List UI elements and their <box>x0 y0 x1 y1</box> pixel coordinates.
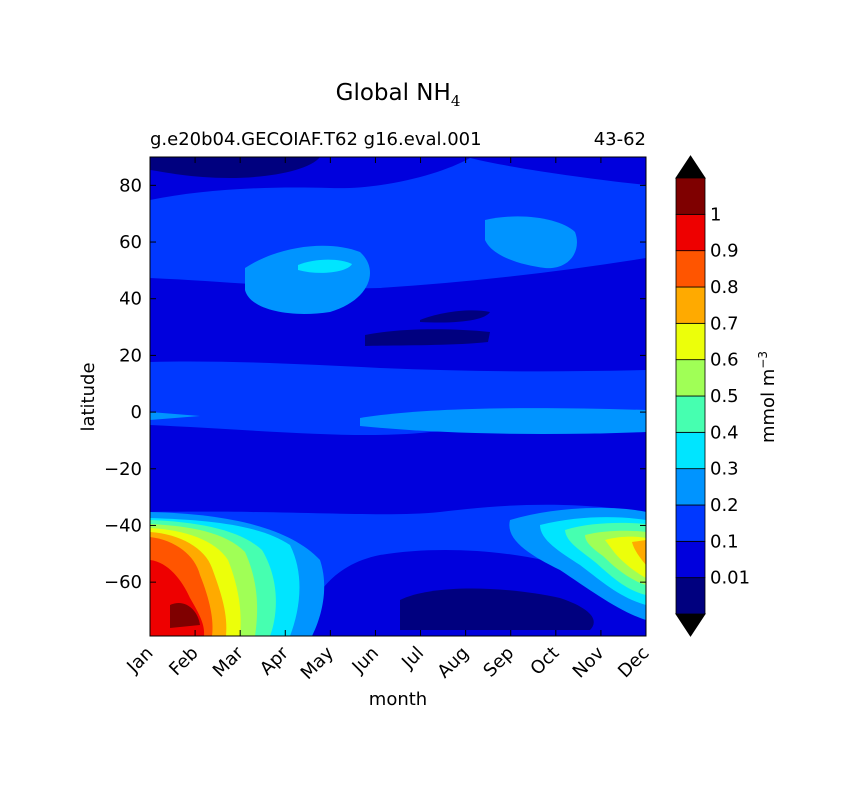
colorbar-swatch <box>675 468 706 506</box>
y-tick-label: 0 <box>131 402 142 423</box>
y-tick-label: −20 <box>104 459 142 480</box>
x-tick-label: Dec <box>614 643 653 682</box>
colorbar-swatch <box>675 177 706 215</box>
colorbar-extend-min <box>675 613 706 637</box>
y-tick-label: 80 <box>119 175 142 196</box>
contour-band-0.01-north <box>150 157 320 178</box>
x-axis-label: month <box>369 689 427 710</box>
chart-title-subscript: 4 <box>451 92 461 110</box>
y-tick-label: 60 <box>119 232 142 253</box>
colorbar-swatch <box>675 577 706 615</box>
contour-band-0.2-equator-east <box>360 408 646 434</box>
colorbar-tick-label: 0.8 <box>710 277 739 298</box>
contour-band-0.2-equator <box>150 412 200 420</box>
colorbar-swatch <box>675 395 706 433</box>
x-tick-label: Jul <box>397 643 428 674</box>
contour-band-0.3-patch <box>298 259 352 273</box>
contour-band-0.01-mid-east <box>420 310 490 323</box>
plot-frame <box>149 156 647 637</box>
colorbar-swatch <box>675 504 706 542</box>
colorbar-swatch <box>675 213 706 252</box>
colorbar-tick-label: 0.01 <box>710 568 750 589</box>
chart-title: Global NH4 <box>336 80 461 110</box>
colorbar-tick-label: 0.3 <box>710 459 739 480</box>
plot-area: 80 60 40 20 0 −20 −40 −60 Jan Feb Mar Apr May Jun Jul… <box>104 156 654 684</box>
colorbar-swatch <box>675 250 706 288</box>
colorbar-swatch <box>675 286 706 324</box>
x-tick-label: Jun <box>348 643 383 678</box>
colorbar-swatch <box>675 431 706 470</box>
colorbar-tick-label: 0.6 <box>710 350 739 371</box>
colorbar-tick-label: 0.2 <box>710 495 739 516</box>
contour-band-0.01-mid <box>365 329 490 346</box>
colorbar-tick-label: 0.1 <box>710 531 739 552</box>
y-axis-label: latitude <box>78 362 99 431</box>
chart-title-base: Global NH <box>336 80 451 106</box>
colorbar-tick-label: 0.5 <box>710 386 739 407</box>
colorbar-swatch <box>675 359 706 397</box>
y-tick-label: 40 <box>119 289 142 310</box>
x-tick-label: May <box>297 642 338 683</box>
year-range: 43-62 <box>594 129 646 150</box>
x-tick-label: Sep <box>479 643 518 682</box>
x-tick-label: Oct <box>526 643 563 680</box>
y-tick-label: −60 <box>104 572 142 593</box>
colorbar-label: mmol m−3 <box>756 351 779 443</box>
colorbar-extend-max <box>675 155 706 179</box>
x-tick-label: Jan <box>122 643 157 678</box>
colorbar-tick-label: 0.4 <box>710 422 739 443</box>
contour-band-1-sw <box>170 602 200 628</box>
contour-band-0.7-se <box>632 540 646 565</box>
x-tick-label: Mar <box>209 642 248 681</box>
contour-band-0.2-east <box>485 216 577 269</box>
run-name: g.e20b04.GECOIAF.T62 g16.eval.001 <box>150 129 482 150</box>
contour-band-0.1-south <box>150 425 646 515</box>
colorbar-tick-label: 0.9 <box>710 241 739 262</box>
y-tick-label: −40 <box>104 515 142 536</box>
colorbar-swatch <box>675 540 706 579</box>
contour-band-0.01-south <box>400 588 594 630</box>
y-axis: 80 60 40 20 0 −20 −40 −60 <box>104 175 646 593</box>
colorbar: 0.01 0.1 0.2 0.3 0.4 0.5 0.6 0.7 0.8 0.9 1 <box>675 155 750 637</box>
colorbar-label-superscript: −3 <box>756 351 770 369</box>
y-tick-label: 20 <box>119 345 142 366</box>
x-tick-label: Feb <box>165 643 202 680</box>
colorbar-swatch <box>675 322 706 361</box>
contour-field <box>150 157 646 636</box>
x-tick-label: Apr <box>256 642 293 679</box>
colorbar-tick-label: 1 <box>710 204 721 225</box>
x-tick-label: Nov <box>569 642 609 682</box>
colorbar-label-base: mmol m <box>758 369 779 443</box>
x-tick-label: Aug <box>433 643 473 683</box>
colorbar-tick-label: 0.7 <box>710 313 739 334</box>
